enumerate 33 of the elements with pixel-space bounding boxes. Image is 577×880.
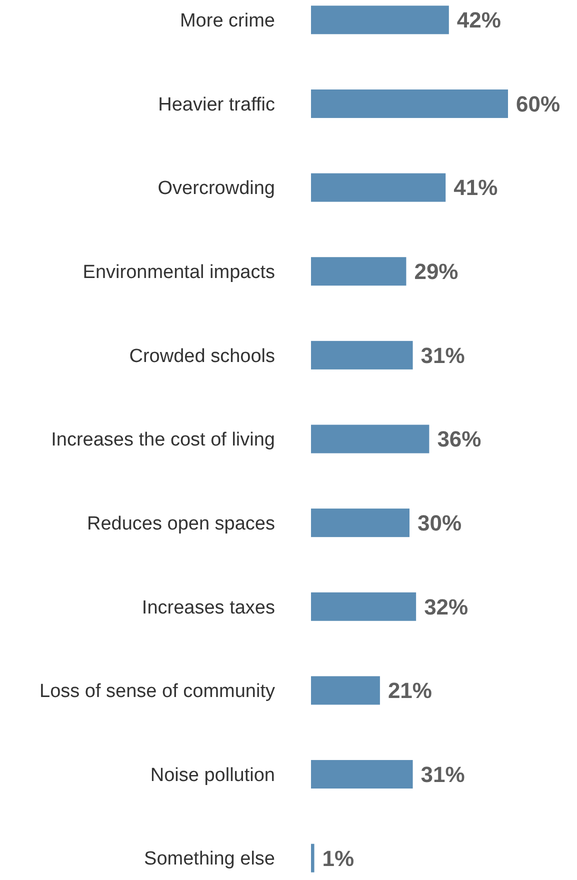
bar [311,340,413,370]
data-label: 41% [454,175,498,200]
bar [311,424,430,454]
data-label: 31% [420,762,465,787]
y-tick-label: Increases the cost of living [51,430,275,451]
y-tick-label: Overcrowding [158,178,275,200]
data-label: 1% [322,846,354,871]
y-tick-label: Crowded schools [129,346,275,367]
y-tick-label: Reduces open spaces [86,513,275,534]
y-tick-label: More crime [180,10,275,32]
y-tick-label: Something else [144,848,275,870]
bar [311,89,508,118]
data-label: 60% [516,91,560,116]
y-tick-label: Noise pollution [150,764,275,786]
bar [311,760,413,789]
data-label: 21% [388,678,432,704]
bar [311,676,380,705]
bar [311,844,314,872]
bar [311,6,449,34]
bar [311,508,410,538]
bar [311,173,446,202]
data-label: 29% [414,259,458,284]
data-label: 42% [456,8,501,33]
y-tick-label: Loss of sense of community [40,681,276,702]
data-label: 32% [424,594,468,620]
bar [311,592,416,621]
y-tick-label: Increases taxes [142,597,275,618]
y-tick-label: Heavier traffic [158,94,275,116]
bar [311,257,406,286]
data-label: 30% [418,510,462,536]
y-tick-label: Environmental impacts [82,262,275,284]
data-label: 36% [437,426,482,452]
data-label: 31% [420,342,465,368]
